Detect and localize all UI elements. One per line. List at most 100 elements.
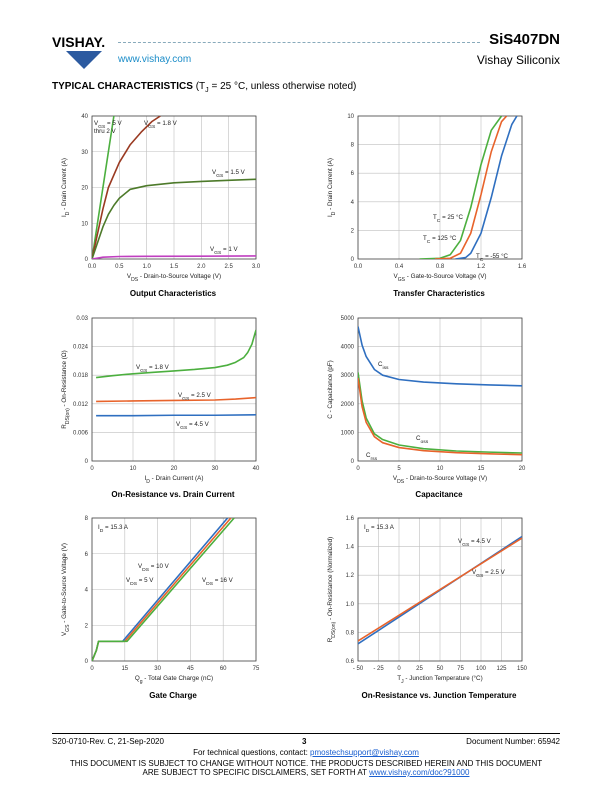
y-axis-label: C - Capacitance (pF) [327, 360, 334, 418]
chart-transfer-characteristics: 0.0 0.4 0.8 1.2 1.6 0 2 4 6 8 10 VGS - Gate-to-Sour… [318, 110, 578, 310]
footer-page-number: 3 [302, 737, 307, 746]
y-tick-label: 0 [85, 459, 89, 465]
y-tick-label: 2 [85, 623, 89, 629]
annotation-label: ID = 15.3 A [98, 524, 129, 534]
y-tick-label: 3000 [341, 373, 355, 379]
annotation-label: Coss [416, 435, 429, 445]
plot-frame [91, 517, 257, 662]
y-tick-label: 40 [81, 114, 88, 120]
x-tick-label: 30 [154, 666, 161, 672]
y-tick-label: 1.2 [346, 573, 355, 579]
x-tick-label: 0 [90, 466, 94, 472]
plot-frame [357, 317, 523, 462]
y-tick-label: 8 [351, 143, 355, 149]
company-name: Vishay Siliconix [476, 53, 560, 67]
annotation-label: VDS = 16 V [202, 577, 234, 587]
y-tick-label: 0.6 [346, 659, 355, 665]
annotation-label: VGS = 2.5 V [178, 392, 212, 402]
y-tick-label: 0.024 [73, 345, 89, 351]
y-tick-label: 4 [85, 588, 89, 594]
y-axis-label: RDS(on) - On-Resistance (Normalized) [327, 537, 337, 643]
x-tick-label: 0 [90, 666, 94, 672]
x-tick-label: 100 [476, 666, 487, 672]
disclaimer-link[interactable]: www.vishay.com/doc?91000 [369, 768, 470, 777]
chart-on-resistance-vs-temperature: - 50 - 25 0 25 50 75 100 125 150 0.6 0.8 1.0 1.2 1.4 1… [318, 512, 578, 712]
footer-disclaimer-line-1: THIS DOCUMENT IS SUBJECT TO CHANGE WITHO… [69, 759, 543, 768]
annotation-label: ID = 15.3 A [364, 524, 395, 534]
annotation-label: VGS = 2.5 V [472, 569, 506, 579]
annotation-label: Crss [366, 452, 378, 462]
logo-triangle [66, 51, 102, 69]
y-axis-label: VGS - Gate-to-Source Voltage (V) [61, 543, 71, 636]
section-condition: (TJ = 25 °C, unless otherwise noted) [195, 81, 357, 94]
chart-output-characteristics: 0.0 0.5 1.0 1.5 2.0 2.5 3.0 0 10 20 30 40 VDS - Drai… [52, 110, 312, 310]
y-tick-label: 10 [347, 114, 354, 120]
caption-on-resistance-vs-temperature: On-Resistance vs. Junction Temperature [361, 691, 517, 700]
plot-frame [91, 317, 257, 462]
x-tick-label: 5 [397, 466, 401, 472]
x-tick-label: 0.4 [395, 264, 404, 270]
annotation-label: VGS = 4.5 V [458, 538, 492, 548]
x-tick-label: 75 [253, 666, 260, 672]
series-line [92, 178, 256, 259]
chart-svg: 0 15 30 45 60 75 0 2 4 6 8 Qg - Total Gate Charge (… [61, 516, 260, 685]
y-tick-label: 20 [81, 186, 88, 192]
x-tick-label: 0 [397, 666, 401, 672]
y-tick-label: 6 [85, 552, 89, 558]
series-line [96, 396, 256, 403]
x-axis-label: VGS - Gate-to-Source Voltage (V) [393, 273, 486, 283]
header-rule [118, 42, 480, 43]
y-tick-label: 1000 [341, 430, 355, 436]
x-tick-label: 20 [519, 466, 526, 472]
support-email-link[interactable]: pmostechsupport@vishay.com [310, 748, 419, 757]
annotation-label: VGS = 1.5 V [212, 169, 246, 179]
footer-revision: S20-0710-Rev. C, 21-Sep-2020 [52, 737, 164, 746]
x-tick-label: 0.5 [115, 264, 124, 270]
x-tick-label: 0.0 [88, 264, 97, 270]
y-tick-label: 5000 [341, 316, 355, 322]
plot-frame [91, 115, 257, 260]
x-tick-label: 20 [171, 466, 178, 472]
x-axis-label: Qg - Total Gate Charge (nC) [135, 675, 213, 685]
chart-gate-charge: 0 15 30 45 60 75 0 2 4 6 8 Qg - Total Gate Charge (… [52, 512, 312, 712]
y-tick-label: 10 [81, 221, 88, 227]
x-tick-label: 1.2 [477, 264, 486, 270]
y-tick-label: 0.8 [346, 630, 355, 636]
grid [91, 317, 257, 462]
x-tick-label: 0 [356, 466, 360, 472]
series-line [419, 116, 503, 259]
series-line [96, 329, 256, 379]
x-axis-label: VDS - Drain-to-Source Voltage (V) [393, 475, 487, 485]
website-link[interactable]: www.vishay.com [118, 54, 192, 65]
x-axis-label: VDS - Drain-to-Source Voltage (V) [127, 273, 221, 283]
series-line [358, 326, 522, 387]
annotation-label: thru 2 V [94, 128, 117, 135]
x-tick-label: 25 [416, 666, 423, 672]
annotation-label: VDS = 5 V [126, 577, 154, 587]
chart-svg: 0.0 0.5 1.0 1.5 2.0 2.5 3.0 0 10 20 30 40 VDS - Drai… [61, 114, 261, 283]
annotation-label: VGS = 1.8 V [144, 120, 178, 130]
x-tick-label: 0.8 [436, 264, 445, 270]
y-axis-label: ID - Drain Current (A) [61, 158, 71, 217]
x-tick-label: 50 [437, 666, 444, 672]
chart-svg: 0.0 0.4 0.8 1.2 1.6 0 2 4 6 8 10 VGS - Gate-to-Sour… [327, 114, 527, 283]
x-tick-label: 30 [212, 466, 219, 472]
x-tick-label: 3.0 [252, 264, 261, 270]
chart-on-resistance-vs-drain-current: 0 10 20 30 40 0 0.006 0.012 0.018 0.024 0.03 ID - D… [52, 312, 312, 512]
annotation-label: Ciss [378, 361, 389, 371]
x-tick-label: 1.5 [170, 264, 179, 270]
series-line [96, 413, 256, 417]
logo-text: VISHAY. [52, 34, 105, 50]
series-line [358, 372, 522, 454]
x-tick-label: 10 [437, 466, 444, 472]
x-tick-label: 1.0 [142, 264, 151, 270]
series-line [434, 116, 508, 259]
x-tick-label: 60 [220, 666, 227, 672]
y-tick-label: 0 [351, 257, 355, 263]
series-line [92, 116, 161, 259]
y-tick-label: 8 [85, 516, 89, 522]
x-tick-label: 15 [121, 666, 128, 672]
vishay-logo: VISHAY. [52, 34, 105, 69]
y-tick-label: 1.6 [346, 516, 355, 522]
x-tick-label: 45 [187, 666, 194, 672]
